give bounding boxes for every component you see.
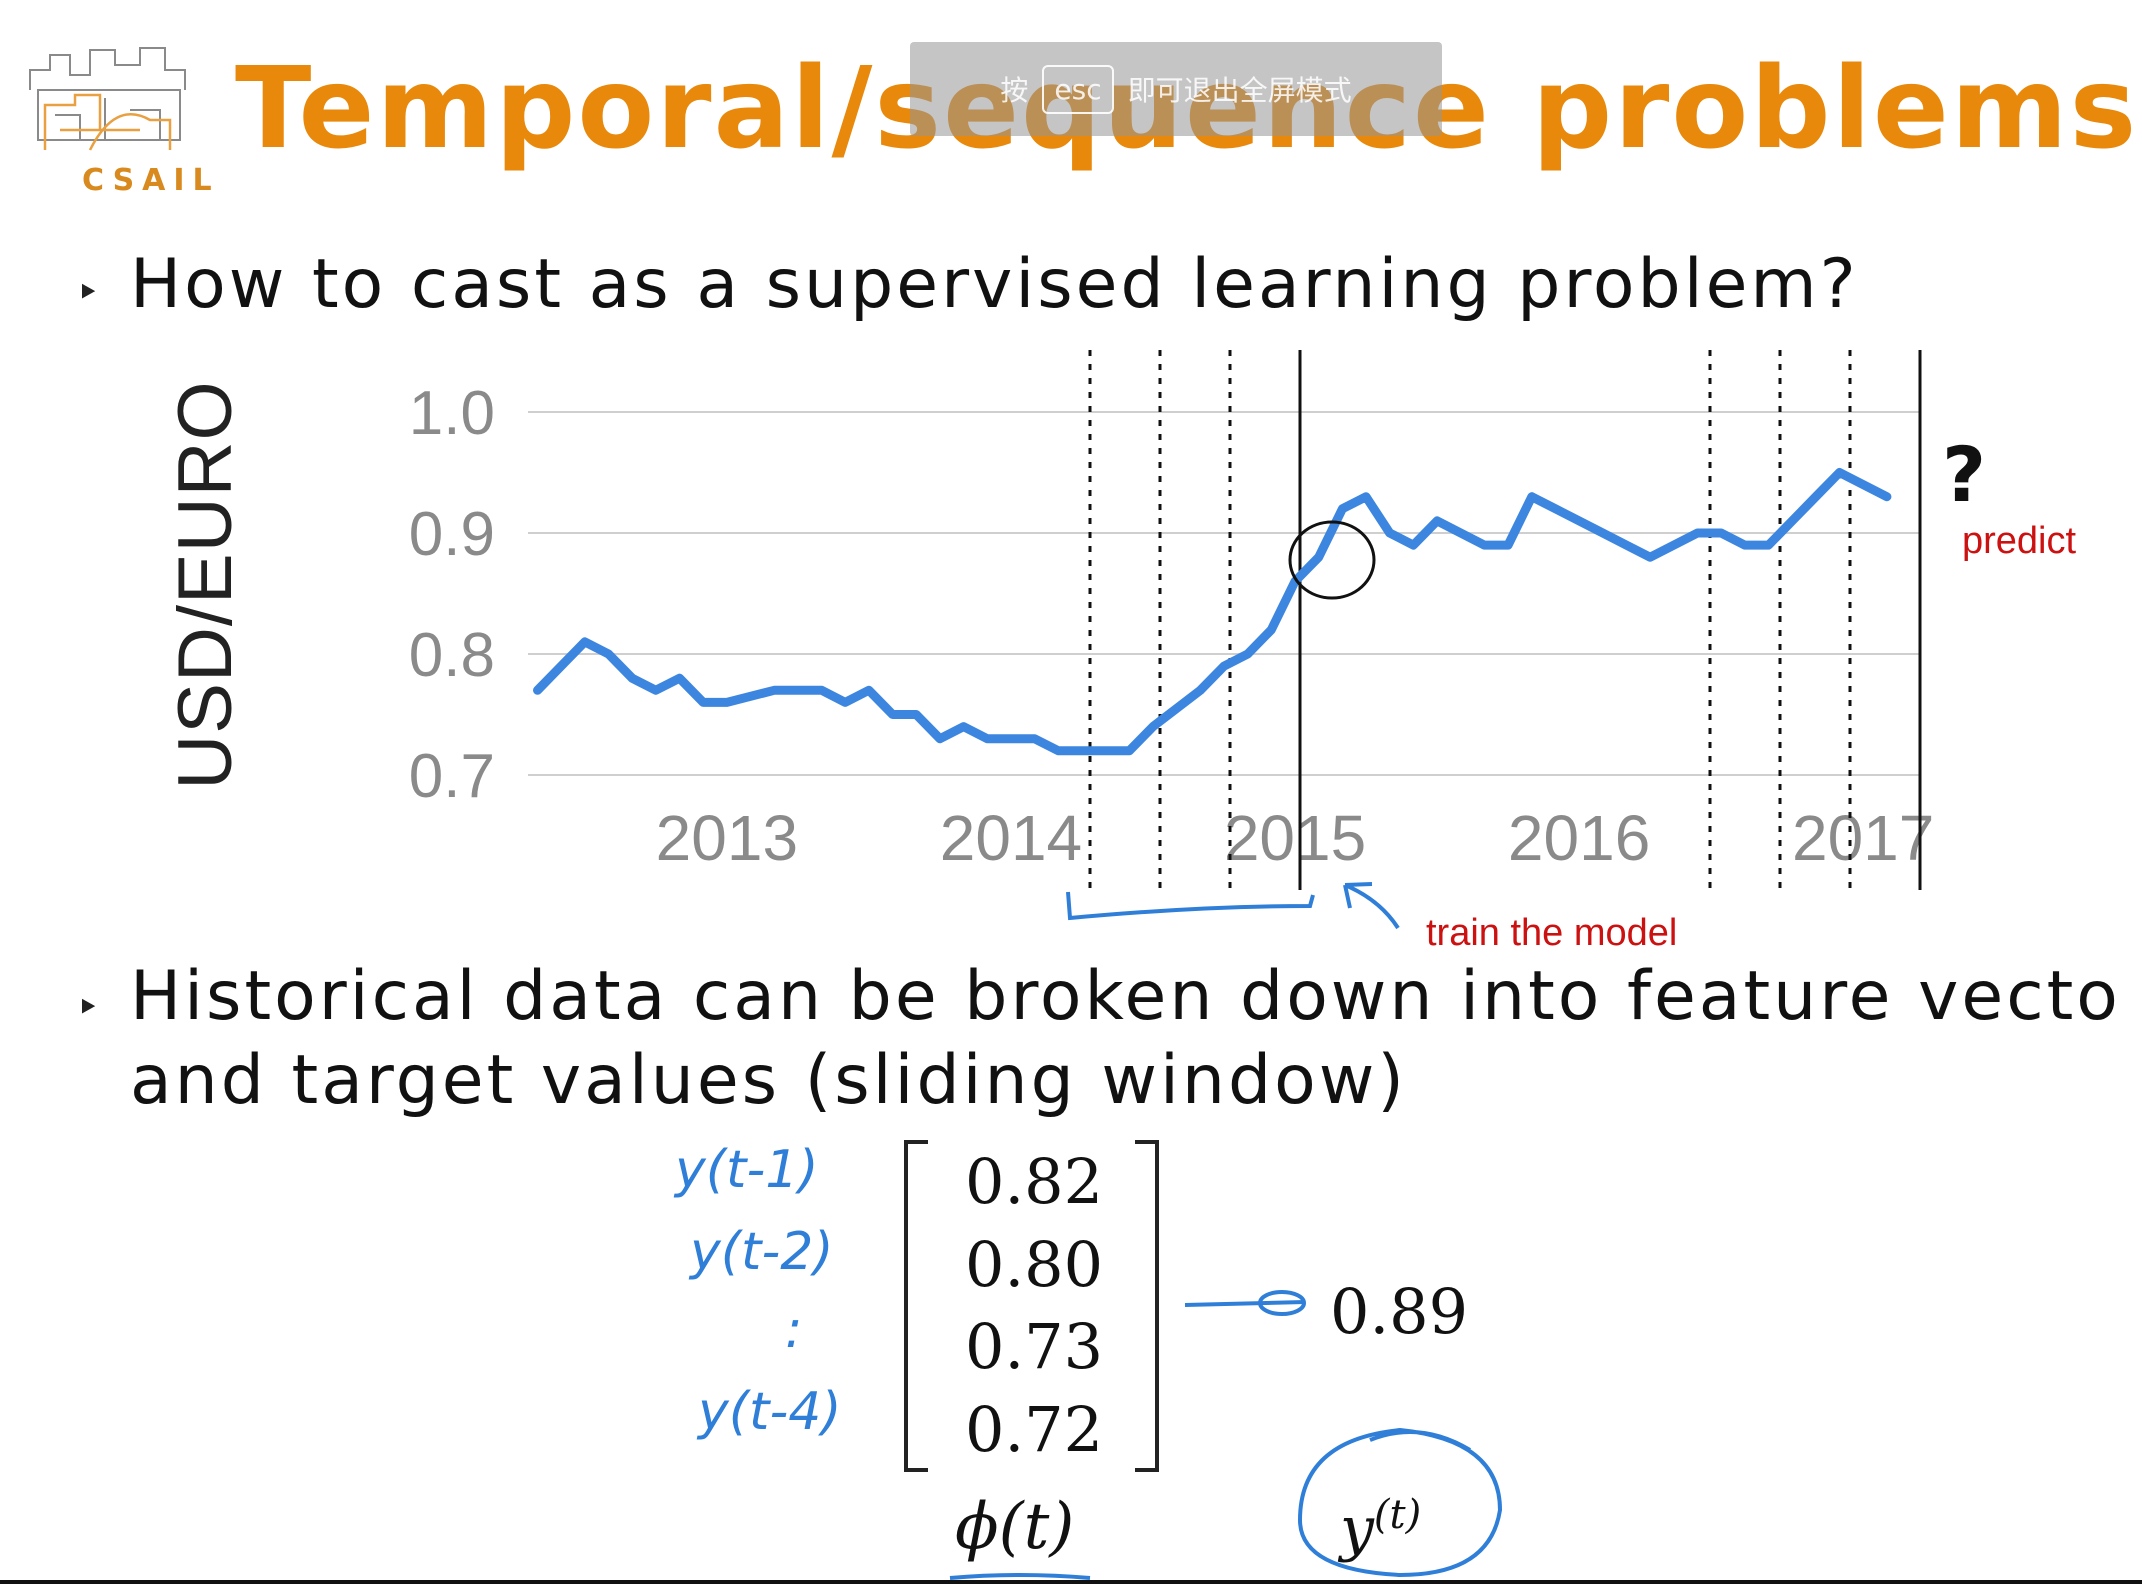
bottom-rule — [0, 1580, 2142, 1584]
question-mark: ? — [1942, 430, 1987, 519]
bullet-1: How to cast as a supervised learning pro… — [130, 245, 1859, 324]
train-annotation: train the model — [1426, 912, 1678, 954]
y-tick-label: 0.8 — [409, 621, 495, 690]
toast-prefix: 按 — [1000, 74, 1029, 107]
handwritten-label: y(t-2) — [690, 1222, 834, 1282]
target-label-base: y — [1340, 1494, 1374, 1564]
handwritten-label: y(t-4) — [698, 1382, 842, 1442]
x-tick-label: 2016 — [1508, 802, 1650, 874]
handwritten-label: : — [785, 1300, 803, 1360]
bullet-marker: ‣ — [76, 985, 100, 1031]
feature-value: 0.80 — [965, 1228, 1104, 1301]
toast-suffix: 即可退出全屏模式 — [1127, 74, 1352, 107]
feature-value: 0.82 — [965, 1145, 1104, 1218]
y-tick-label: 0.7 — [409, 742, 495, 811]
x-tick-label: 2015 — [1224, 802, 1366, 874]
series-line — [533, 468, 1892, 756]
x-tick-label: 2017 — [1792, 802, 1934, 874]
target-value: 0.89 — [1330, 1275, 1469, 1348]
feature-value: 0.72 — [965, 1393, 1104, 1466]
y-tick-label: 1.0 — [409, 379, 495, 448]
handwritten-label: y(t-1) — [675, 1140, 819, 1200]
bullet-2-line-1: Historical data can be broken down into … — [130, 957, 2121, 1036]
x-tick-label: 2014 — [940, 802, 1082, 874]
y-tick-label: 0.9 — [409, 500, 495, 569]
feature-value: 0.73 — [965, 1310, 1104, 1383]
logo-text: CSAIL — [82, 163, 220, 198]
bullet-2-line-2: and target values (sliding window) — [130, 1041, 1407, 1120]
phi-label: ϕ(t) — [955, 1490, 1075, 1564]
target-label-superscript: (t) — [1373, 1492, 1422, 1538]
bullet-marker: ‣ — [76, 270, 100, 316]
csail-logo: CSAIL — [29, 47, 220, 198]
x-tick-label: 2013 — [656, 802, 798, 874]
esc-key-hint: esc — [1042, 64, 1114, 114]
fullscreen-exit-toast: 按 esc 即可退出全屏模式 — [910, 42, 1442, 136]
target-label: y(t) — [1340, 1492, 1421, 1564]
predict-annotation: predict — [1962, 520, 2077, 562]
y-axis-label: USD/EURO — [163, 380, 248, 790]
